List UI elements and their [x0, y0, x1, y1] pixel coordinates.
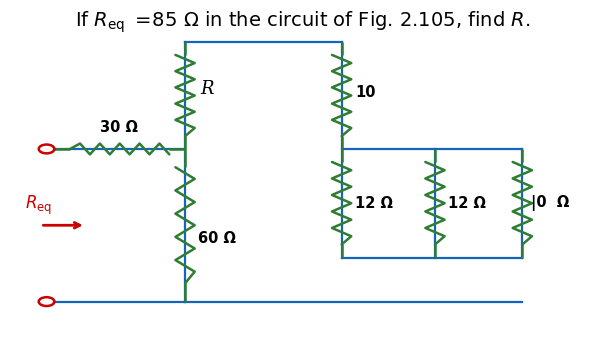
Text: |0  Ω: |0 Ω: [531, 195, 569, 211]
Text: 12 Ω: 12 Ω: [448, 196, 486, 211]
Text: 12 Ω: 12 Ω: [355, 196, 393, 211]
Text: $R_{\mathrm{eq}}$: $R_{\mathrm{eq}}$: [25, 193, 53, 216]
Text: 60 Ω: 60 Ω: [198, 231, 236, 246]
Text: 30 Ω: 30 Ω: [100, 120, 138, 135]
Text: 10: 10: [355, 84, 375, 100]
Text: If $R_{\mathrm{eq}}$ $=\!85\ \Omega$ in the circuit of Fig. 2.105, find $R$.: If $R_{\mathrm{eq}}$ $=\!85\ \Omega$ in …: [75, 10, 530, 35]
Text: R: R: [200, 80, 214, 98]
